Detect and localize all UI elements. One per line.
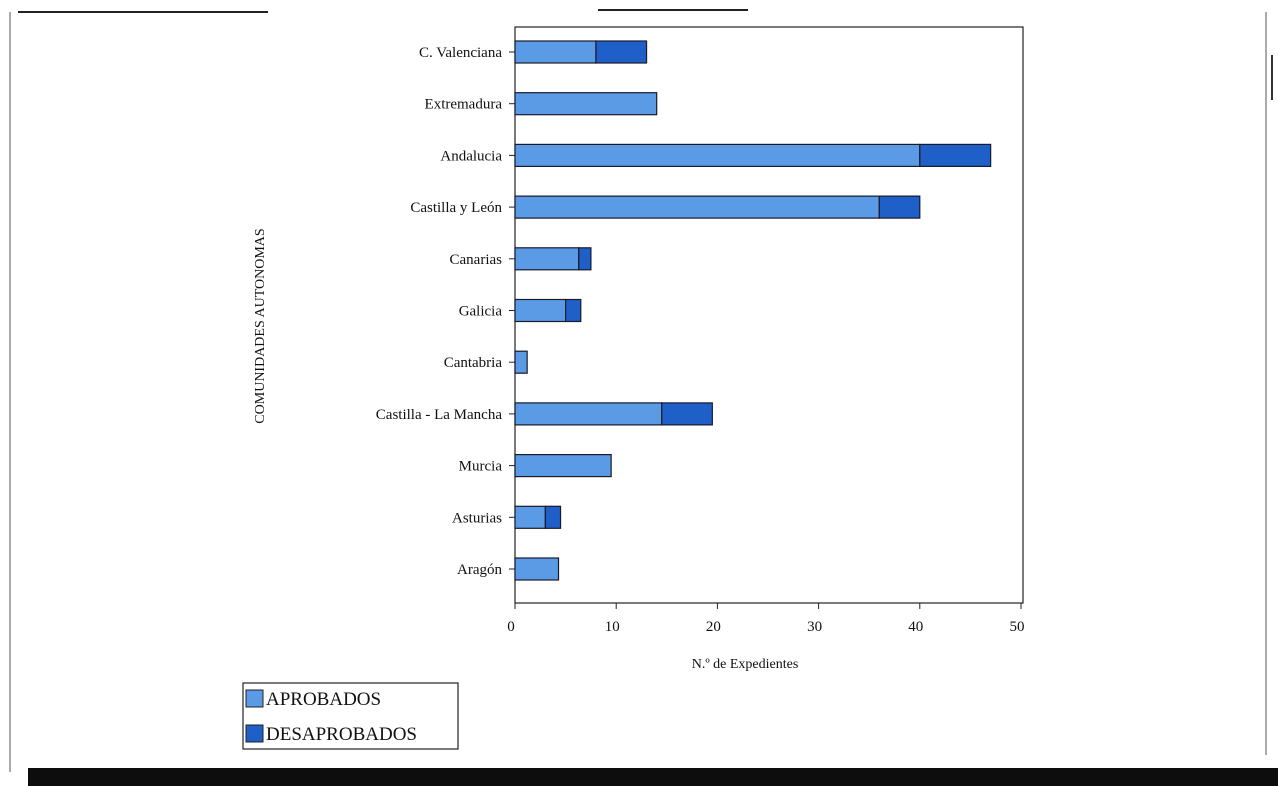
- x-tick-label-20: 20: [706, 619, 721, 635]
- category-label-asturias: Asturias: [452, 510, 502, 526]
- legend: APROBADOS DESAPROBADOS: [242, 682, 459, 750]
- bar-canarias-aprobados: [514, 247, 580, 271]
- bar-c-valenciana-aprobados: [514, 40, 597, 64]
- x-tick-label-10: 10: [605, 619, 620, 635]
- bar-andalucia-desaprobados: [919, 143, 992, 167]
- category-label-c-valenciana: C. Valenciana: [419, 45, 502, 61]
- bar-asturias-aprobados: [514, 505, 546, 529]
- x-tick-label-40: 40: [908, 619, 923, 635]
- category-label-castilla-la-mancha: Castilla - La Mancha: [376, 407, 503, 423]
- category-label-canarias: Canarias: [450, 252, 503, 268]
- x-tick-label-0: 0: [507, 619, 515, 635]
- x-axis-ticks: 0 10 20 30 40 50: [507, 603, 1025, 635]
- frame-bottom-bar: [28, 768, 1278, 786]
- legend-label-desaprobados: DESAPROBADOS: [266, 724, 417, 745]
- category-label-murcia: Murcia: [459, 459, 503, 475]
- bar-murcia-aprobados: [514, 454, 612, 478]
- category-labels: C. Valenciana Extremadura Andalucia Castill…: [376, 45, 515, 578]
- category-label-aragon: Aragón: [457, 562, 502, 578]
- legend-swatch-aprobados: [245, 689, 264, 708]
- bar-galicia-desaprobados: [564, 298, 582, 323]
- x-tick-label-50: 50: [1010, 619, 1025, 635]
- bar-castilla-y-leon-aprobados: [514, 195, 880, 219]
- bar-galicia-aprobados: [514, 298, 567, 323]
- y-axis-title: COMUNIDADES AUTONOMAS: [253, 228, 268, 423]
- bar-extremadura-aprobados: [514, 92, 658, 116]
- x-tick-label-30: 30: [807, 619, 822, 635]
- bar-castilla-la-mancha-desaprobados: [661, 402, 713, 426]
- legend-box: [242, 682, 459, 750]
- bars: [514, 40, 992, 581]
- x-axis-title: N.º de Expedientes: [692, 657, 799, 672]
- category-label-andalucia: Andalucia: [440, 148, 502, 164]
- bar-cantabria-aprobados: [514, 350, 528, 374]
- legend-swatch-desaprobados: [245, 724, 264, 743]
- bar-asturias-desaprobados: [544, 505, 562, 529]
- bar-aragon-aprobados: [514, 557, 560, 581]
- category-label-galicia: Galicia: [459, 304, 503, 320]
- category-label-extremadura: Extremadura: [425, 97, 503, 113]
- bar-andalucia-aprobados: [514, 143, 921, 167]
- bar-canarias-desaprobados: [578, 247, 592, 271]
- bar-castilla-y-leon-desaprobados: [878, 195, 921, 219]
- category-label-castilla-y-leon: Castilla y León: [410, 200, 502, 216]
- bar-c-valenciana-desaprobados: [595, 40, 648, 64]
- category-label-cantabria: Cantabria: [444, 355, 503, 371]
- legend-label-aprobados: APROBADOS: [266, 689, 381, 710]
- bar-castilla-la-mancha-aprobados: [514, 402, 663, 426]
